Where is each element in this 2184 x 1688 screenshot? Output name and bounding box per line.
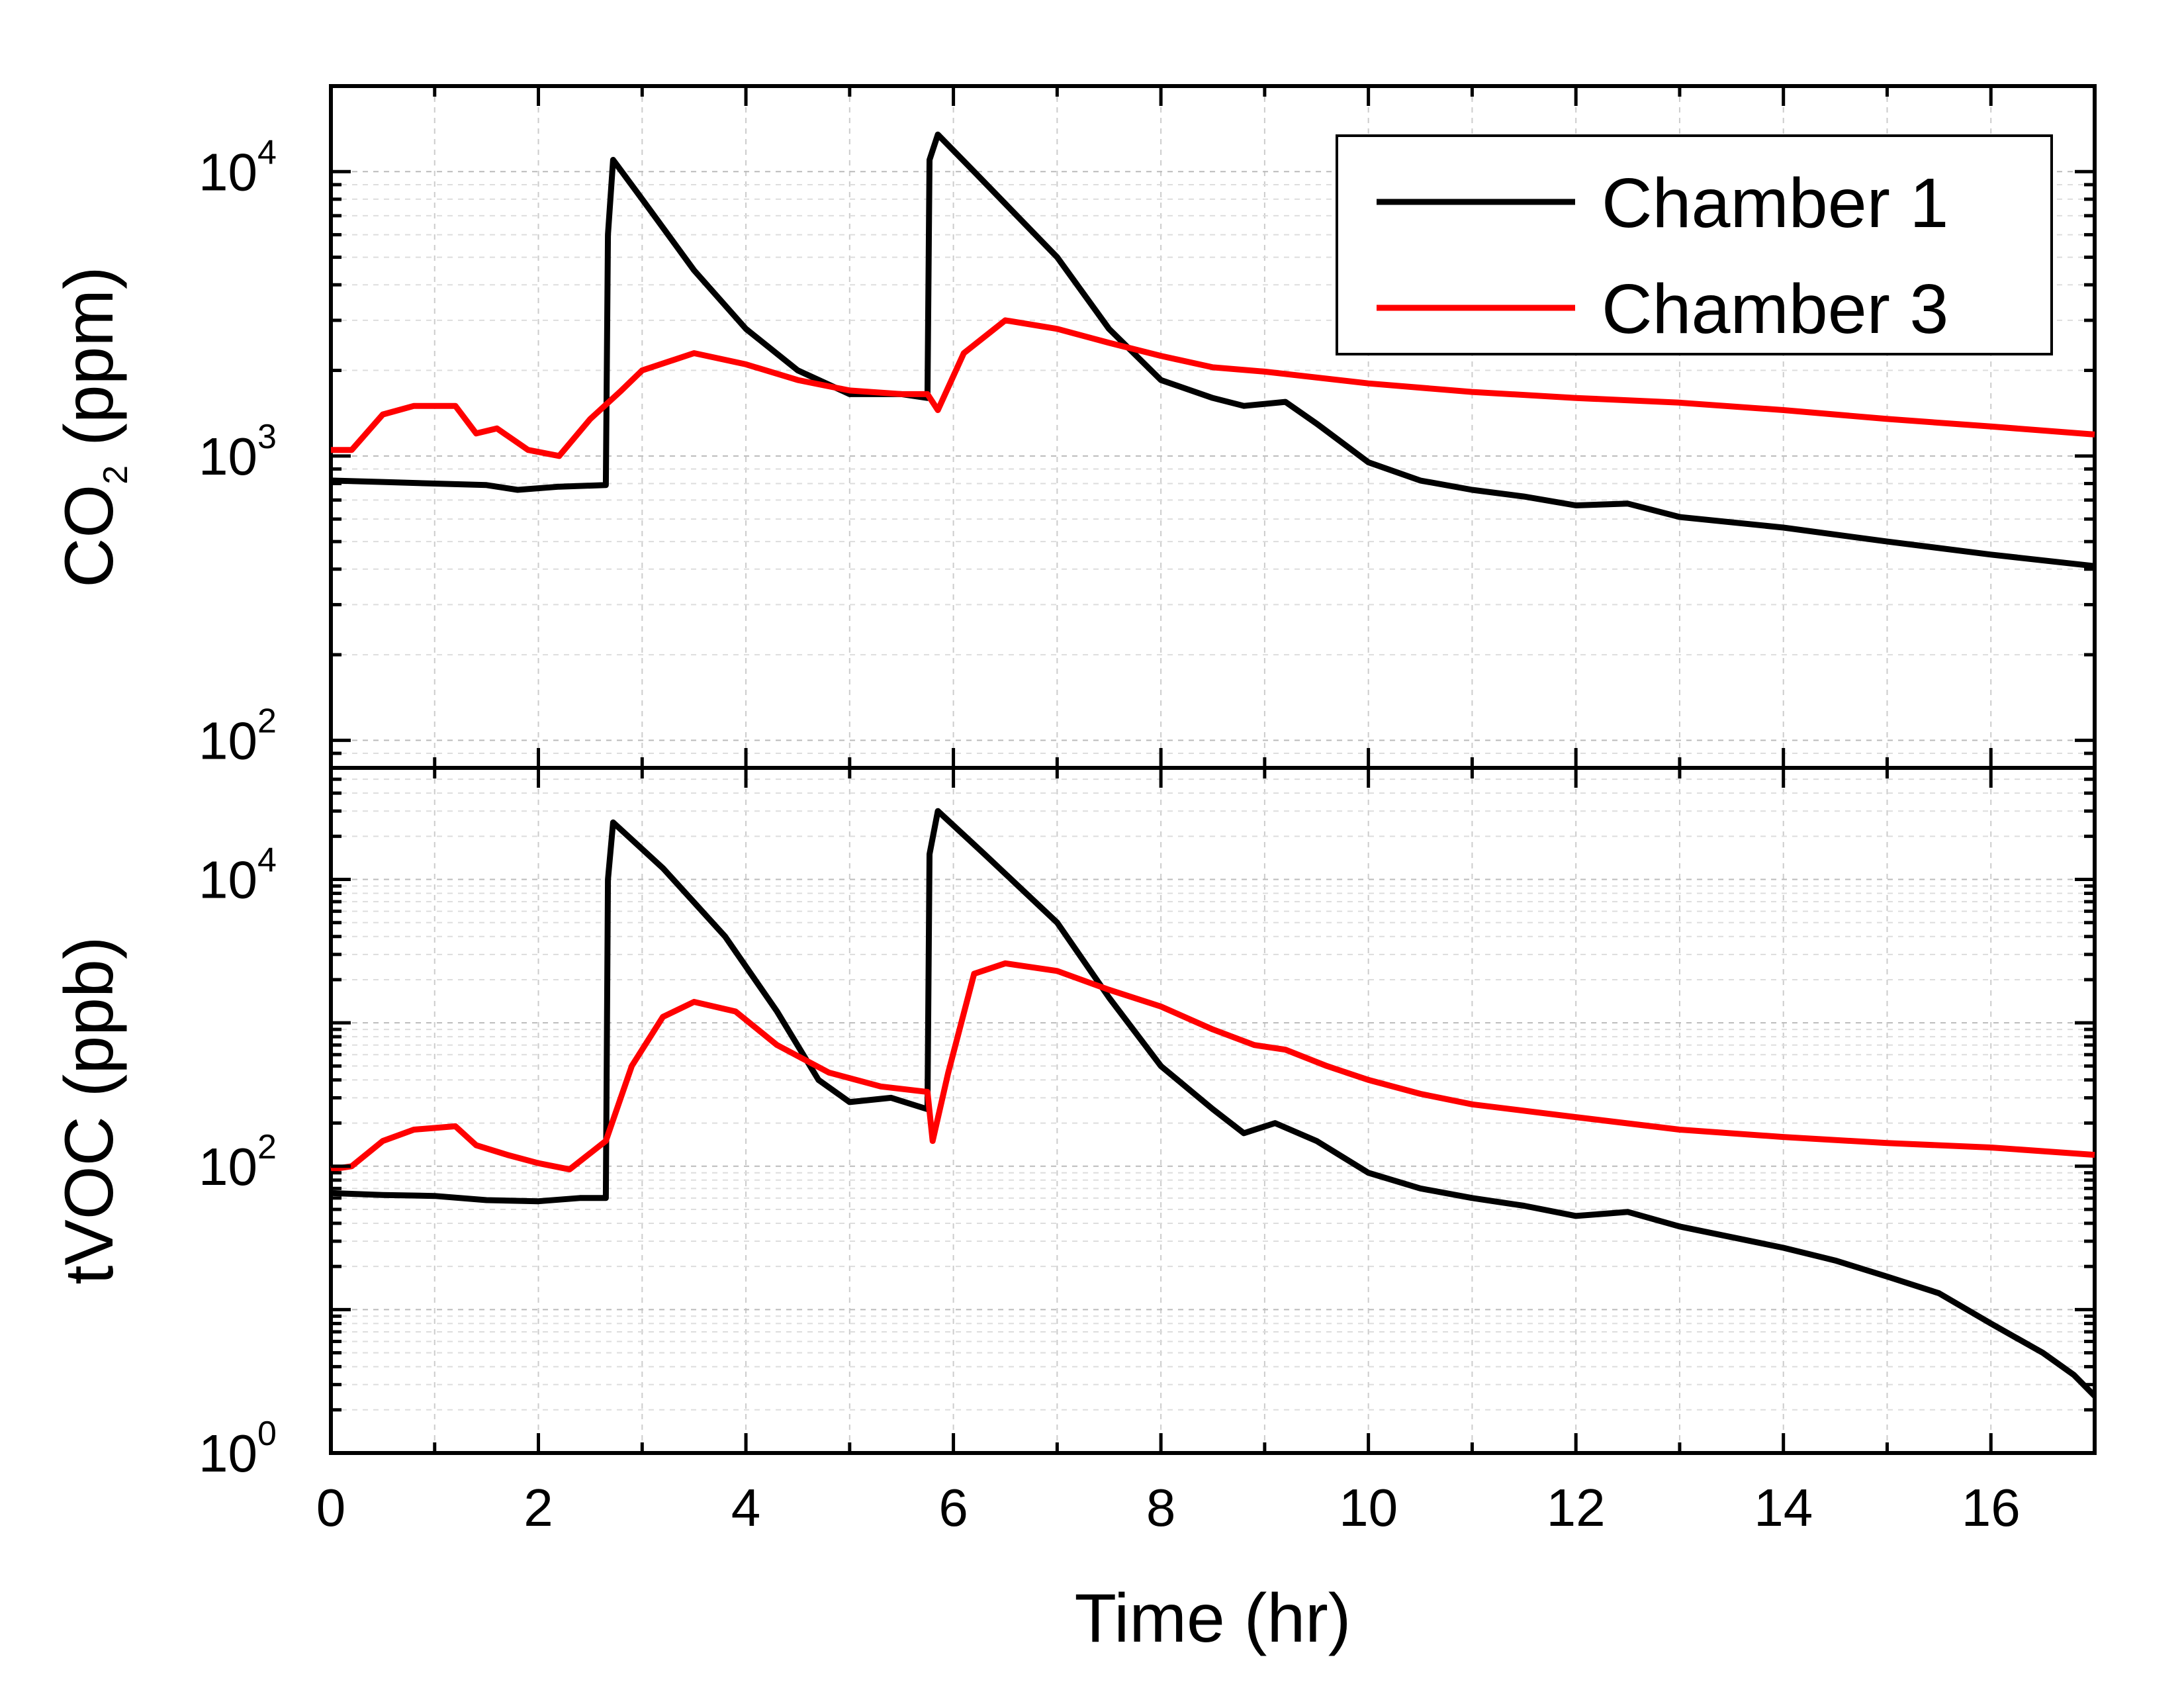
y-tick-label-base: 10 [199, 427, 257, 486]
y-tick-label-base: 10 [199, 142, 257, 201]
y-tick-label-base: 10 [199, 711, 257, 770]
x-tick-label: 8 [1146, 1478, 1176, 1537]
y-tick-label-exponent: 4 [257, 133, 277, 171]
y-tick-label-exponent: 2 [257, 702, 277, 740]
x-ticks-tvoc: 0 2 4 6 8 10 12 14 16 [316, 768, 2097, 1537]
y-axis-title-co2-main: CO [51, 485, 128, 588]
y-axis-title-co2-unit: (ppm) [51, 266, 128, 465]
y-tick-label-exponent: 2 [257, 1128, 277, 1166]
x-tick-label: 16 [1962, 1478, 2021, 1537]
y-tick-label-base: 10 [199, 1137, 257, 1196]
y-tick-label: 104 [199, 841, 277, 910]
x-tick-label: 4 [731, 1478, 761, 1537]
y-tick-label-exponent: 3 [257, 418, 277, 456]
series-line-chamber-3 [330, 960, 2095, 1173]
x-tick-label: 10 [1339, 1478, 1398, 1537]
y-tick-label-exponent: 4 [257, 841, 277, 880]
x-tick-label: 12 [1547, 1478, 1606, 1537]
series-line-chamber-3 [331, 317, 2095, 459]
series-line-chamber-1 [330, 131, 2095, 569]
series-group-co2 [330, 131, 2095, 569]
legend: Chamber 1 Chamber 3 [1336, 134, 2053, 355]
series-line-chamber-1 [330, 808, 2097, 1398]
legend-box [1336, 134, 2053, 355]
series-group-tvoc [330, 808, 2097, 1398]
y-tick-label: 102 [199, 702, 277, 770]
y-tick-label-exponent: 0 [257, 1415, 277, 1453]
y-tick-label: 104 [199, 133, 277, 201]
y-axis-title-tvoc: tVOC (ppb) [51, 937, 128, 1285]
grid-tvoc [331, 768, 2095, 1453]
x-tick-label: 0 [316, 1478, 346, 1537]
x-axis-title: Time (hr) [1075, 1580, 1351, 1657]
legend-label-chamber-3: Chamber 3 [1602, 270, 1948, 348]
y-tick-label-base: 10 [199, 851, 257, 910]
y-tick-label: 103 [199, 418, 277, 486]
y-tick-label-base: 10 [199, 1424, 257, 1483]
y-tick-label: 102 [199, 1128, 277, 1196]
x-tick-label: 6 [938, 1478, 968, 1537]
legend-label-chamber-1: Chamber 1 [1602, 164, 1948, 242]
grid-co2 [331, 86, 2095, 768]
y-axis-title-co2-subscript: 2 [97, 465, 135, 485]
x-tick-label: 2 [523, 1478, 553, 1537]
y-axis-title-co2: CO2 (ppm) [51, 266, 135, 587]
y-tick-label: 100 [199, 1415, 277, 1483]
x-tick-label: 14 [1754, 1478, 1813, 1537]
plot-frame-tvoc [329, 766, 2097, 1455]
